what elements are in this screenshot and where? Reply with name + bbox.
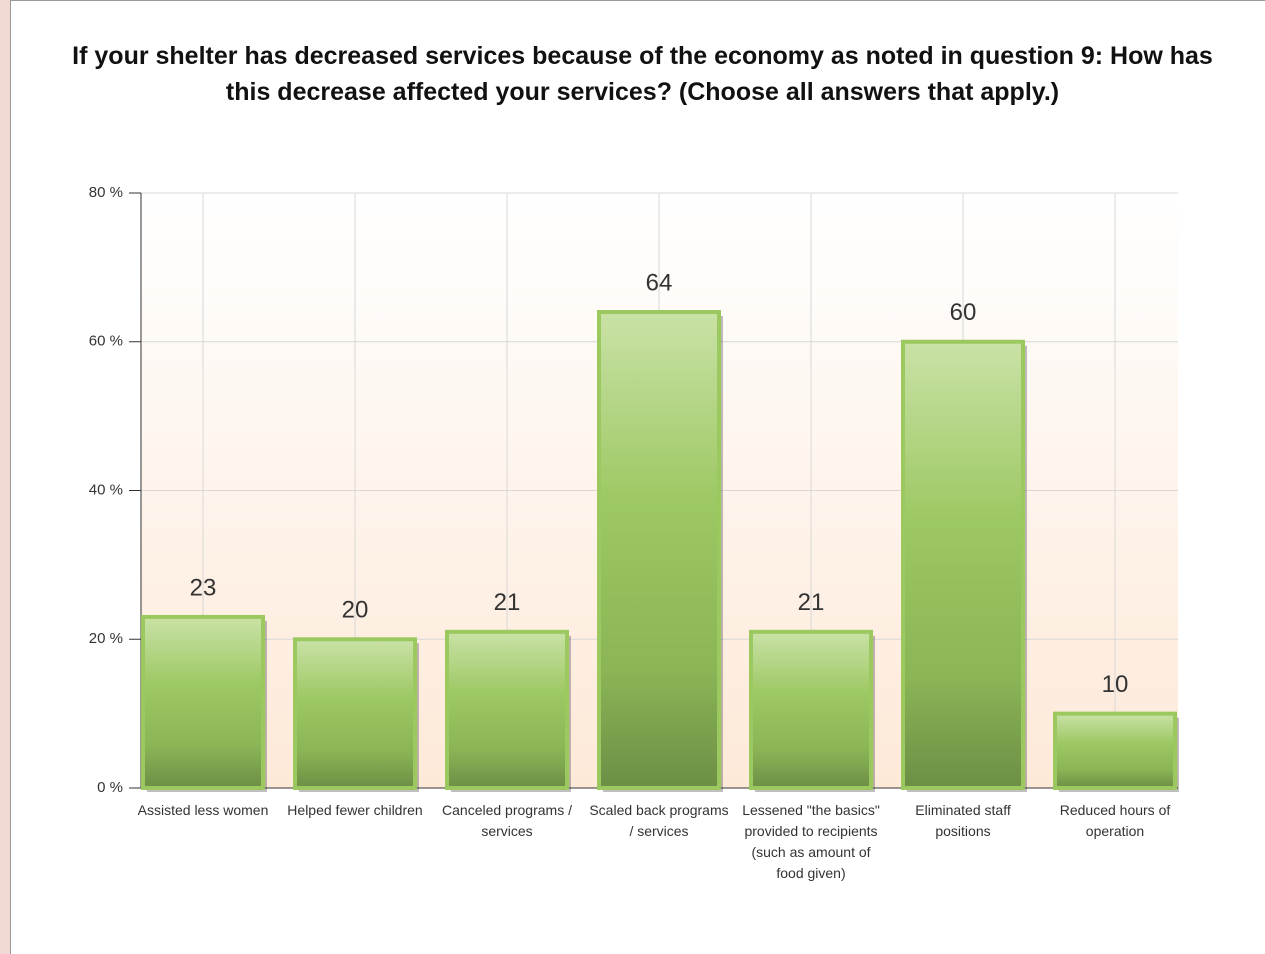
y-tick-label: 40 % bbox=[89, 481, 123, 498]
y-tick-label: 0 % bbox=[97, 779, 123, 796]
data-label: 64 bbox=[646, 269, 673, 296]
bar bbox=[597, 310, 721, 790]
x-tick-label: Assisted less women bbox=[137, 802, 269, 818]
chart-title: If your shelter has decreased services b… bbox=[72, 42, 1213, 106]
bar bbox=[141, 614, 265, 790]
x-tick-label: Lessened "the basics" provided to recipi… bbox=[742, 802, 880, 881]
y-tick-label: 20 % bbox=[89, 630, 123, 647]
x-tick-label: Helped fewer children bbox=[287, 802, 423, 818]
bar bbox=[293, 637, 417, 790]
bar bbox=[445, 629, 569, 790]
bar bbox=[1053, 711, 1177, 790]
bar bbox=[749, 629, 873, 790]
data-label: 23 bbox=[190, 574, 217, 601]
data-label: 21 bbox=[494, 589, 521, 616]
data-label: 21 bbox=[798, 589, 825, 616]
data-label: 10 bbox=[1102, 671, 1129, 698]
bar bbox=[901, 339, 1025, 790]
x-tick-label: Scaled back programs / services bbox=[589, 802, 729, 839]
y-tick-label: 60 % bbox=[89, 333, 123, 350]
data-label: 60 bbox=[950, 299, 977, 326]
data-label: 20 bbox=[342, 597, 369, 624]
x-tick-label: Canceled programs / services bbox=[442, 802, 572, 839]
x-tick-label: Reduced hours of operation bbox=[1059, 802, 1171, 839]
y-tick-label: 80 % bbox=[89, 184, 123, 201]
x-tick-label: Eliminated staff positions bbox=[915, 802, 1011, 839]
